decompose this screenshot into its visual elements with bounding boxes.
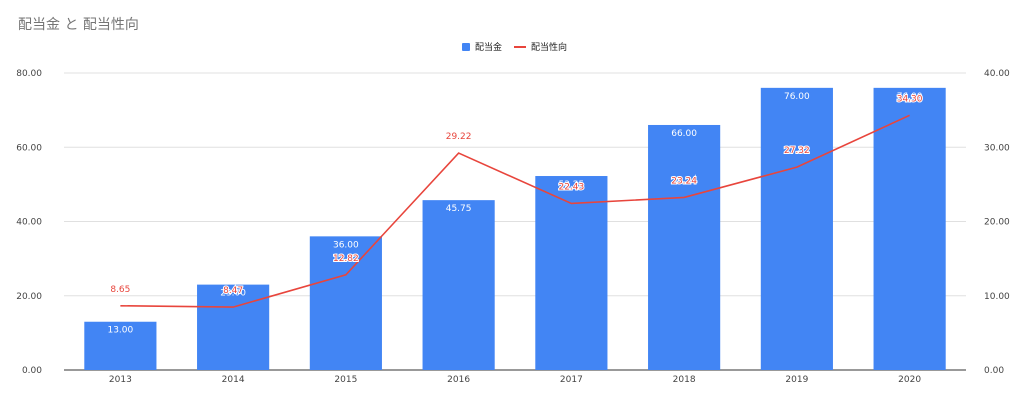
y-right-tick-label: 40.00 (984, 69, 1010, 79)
x-tick-label: 2018 (673, 375, 696, 385)
bar-data-label: 76.00 (784, 92, 810, 102)
legend-swatch-bar (462, 43, 470, 51)
x-tick-label: 2020 (898, 375, 921, 385)
y-right-tick-label: 0.00 (984, 366, 1004, 376)
bar (535, 176, 608, 370)
ratio-line (120, 114, 910, 308)
y-left-tick-label: 0.00 (22, 366, 42, 376)
bar-data-label: 76.00 (897, 92, 923, 102)
bar (84, 321, 157, 370)
line-data-label: 27.32 (784, 146, 810, 156)
bar-data-label: 23.00 (220, 289, 246, 299)
bar (197, 284, 270, 370)
x-tick-label: 2019 (785, 375, 808, 385)
line-data-label: 23.24 (671, 176, 697, 186)
x-tick-label: 2014 (222, 375, 245, 385)
bar-data-label: 45.75 (446, 204, 472, 214)
y-left-tick-label: 60.00 (16, 143, 42, 153)
bar-data-label: 66.00 (671, 129, 697, 139)
y-left-tick-label: 40.00 (16, 218, 42, 228)
bar-data-label: 52.25 (558, 180, 584, 190)
line-data-label: 8.47 (223, 286, 243, 296)
bar (422, 200, 495, 370)
bar-data-label: 36.00 (333, 240, 359, 250)
y-right-tick-label: 10.00 (984, 292, 1010, 302)
line-data-label: 8.65 (110, 285, 130, 295)
y-right-tick-label: 20.00 (984, 218, 1010, 228)
line-data-label: 12.82 (333, 254, 359, 264)
x-tick-label: 2013 (109, 375, 132, 385)
bar-data-label: 13.00 (107, 326, 133, 336)
line-data-label: 34.30 (897, 94, 923, 104)
x-tick-label: 2017 (560, 375, 583, 385)
legend-label: 配当性向 (531, 41, 567, 53)
bar (309, 236, 382, 370)
x-tick-label: 2015 (334, 375, 357, 385)
line-data-label: 29.22 (446, 132, 472, 142)
chart-title: 配当金 と 配当性向 (18, 17, 139, 33)
x-tick-label: 2016 (447, 375, 470, 385)
y-right-tick-label: 30.00 (984, 143, 1010, 153)
y-left-tick-label: 80.00 (16, 69, 42, 79)
bar (760, 87, 833, 370)
bar (648, 124, 721, 370)
legend-label: 配当金 (475, 41, 502, 53)
bar (873, 87, 946, 370)
line-data-label: 22.43 (558, 182, 584, 192)
y-left-tick-label: 20.00 (16, 292, 42, 302)
